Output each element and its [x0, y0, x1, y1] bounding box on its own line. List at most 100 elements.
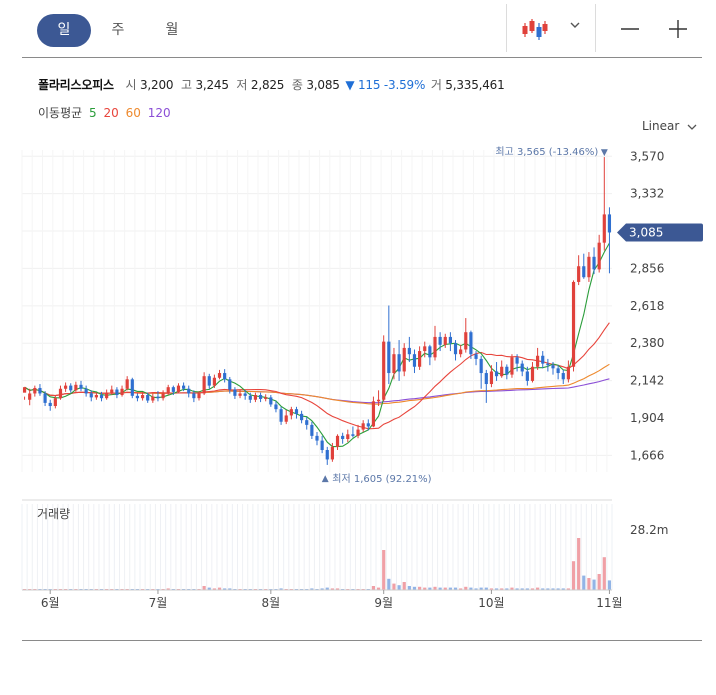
volume-bar — [330, 588, 334, 590]
zoom-in-button[interactable] — [666, 17, 690, 41]
price-summary: 폴라리스오피스 시 3,200 고 3,245 저 2,825 종 3,085 … — [38, 76, 507, 93]
candle-body — [433, 336, 437, 358]
candle-body — [418, 351, 422, 367]
candle-body — [510, 357, 514, 375]
y-tick-label: 3,570 — [630, 149, 664, 163]
candle-body — [469, 332, 473, 355]
candle-body — [279, 409, 283, 422]
volume-bar — [479, 587, 483, 590]
scale-mode-selector[interactable]: Linear — [642, 119, 697, 133]
tab-day[interactable]: 일 — [37, 14, 91, 47]
candle-body — [156, 396, 160, 399]
volume-bar — [166, 588, 170, 590]
candle-body — [525, 371, 529, 381]
candle-body — [176, 385, 181, 392]
volume-bar — [520, 588, 524, 590]
volume-bar — [392, 583, 396, 590]
volume-bar — [212, 588, 216, 590]
volume-bar — [530, 588, 535, 590]
candle-body — [135, 395, 140, 399]
candle-body — [500, 366, 504, 377]
zoom-out-button[interactable] — [618, 17, 642, 41]
volume-bar — [561, 588, 565, 590]
candle-body — [38, 387, 42, 394]
candle-body — [366, 423, 370, 427]
candle-body — [376, 399, 381, 402]
candle-body — [64, 385, 68, 389]
candle-body — [597, 242, 601, 270]
y-tick-label: 1,904 — [630, 411, 664, 425]
x-tick-label: 8월 — [261, 596, 280, 610]
chevron-down-icon[interactable] — [569, 19, 581, 31]
ma-60: 60 — [125, 106, 141, 120]
toolbar-divider — [595, 4, 596, 52]
ma-5: 5 — [89, 106, 97, 120]
candle-body — [479, 358, 483, 374]
y-tick-label: 2,618 — [630, 299, 664, 313]
low-marker-arrow: ▲ — [322, 474, 329, 484]
volume-bar — [484, 587, 488, 590]
candle-body — [325, 450, 329, 460]
volume-bar — [202, 586, 206, 590]
volume-bar — [335, 588, 340, 590]
candle-body — [84, 388, 88, 394]
volume-bar — [592, 579, 596, 590]
volume-bar — [397, 585, 401, 590]
candle-body — [94, 395, 98, 398]
candle-body — [587, 256, 591, 278]
volume-bar — [489, 588, 494, 590]
candle-body — [346, 434, 350, 440]
candle-body — [402, 347, 406, 372]
candle-body — [197, 393, 201, 399]
candle-body — [243, 393, 247, 396]
volume-label: 거 — [430, 78, 442, 92]
volume-bar — [546, 588, 550, 590]
candle-body — [387, 341, 391, 374]
candle-body — [351, 434, 355, 436]
volume-bar — [407, 586, 411, 590]
volume-bar — [582, 575, 586, 590]
volume-bar — [556, 588, 560, 590]
current-price-tag — [617, 223, 703, 242]
volume-bar — [453, 587, 458, 590]
candle-body — [146, 395, 150, 401]
y-tick-label: 1,666 — [630, 448, 664, 462]
candle-body — [223, 373, 227, 380]
volume-bar — [464, 586, 468, 590]
candle-body — [289, 409, 293, 416]
candle-body — [602, 214, 606, 243]
volume-bar — [510, 587, 514, 590]
tab-month[interactable]: 월 — [165, 22, 179, 38]
candlestick-icon[interactable] — [522, 18, 548, 42]
ma-20: 20 — [103, 106, 119, 120]
volume-bar — [433, 586, 437, 590]
high-value: 3,245 — [195, 78, 229, 92]
candle-body — [248, 395, 252, 400]
volume-value: 5,335,461 — [445, 78, 505, 92]
bottom-divider — [22, 640, 702, 641]
volume-bar — [438, 587, 442, 590]
volume-bar — [279, 588, 283, 590]
candle-body — [530, 366, 535, 381]
change-arrow: ▼ — [345, 78, 355, 92]
scale-mode-label: Linear — [642, 119, 680, 133]
high-label: 고 — [180, 78, 192, 92]
candle-body — [258, 395, 263, 399]
low-value: 2,825 — [250, 78, 285, 92]
candle-body — [443, 336, 447, 345]
volume-bar — [376, 587, 381, 590]
tab-week[interactable]: 주 — [111, 22, 125, 38]
candle-body — [484, 373, 488, 385]
candle-body — [89, 393, 93, 398]
ma-5-line — [24, 242, 610, 448]
candle-body — [284, 415, 288, 422]
candle-body — [161, 393, 165, 399]
candle-body — [74, 384, 78, 391]
candle-body — [310, 424, 314, 436]
candle-body — [212, 377, 216, 386]
candle-body — [105, 392, 109, 399]
moving-average-legend[interactable]: 이동평균 5 20 60 120 — [38, 104, 171, 121]
candle-body — [361, 423, 365, 430]
volume-bar — [505, 588, 509, 590]
